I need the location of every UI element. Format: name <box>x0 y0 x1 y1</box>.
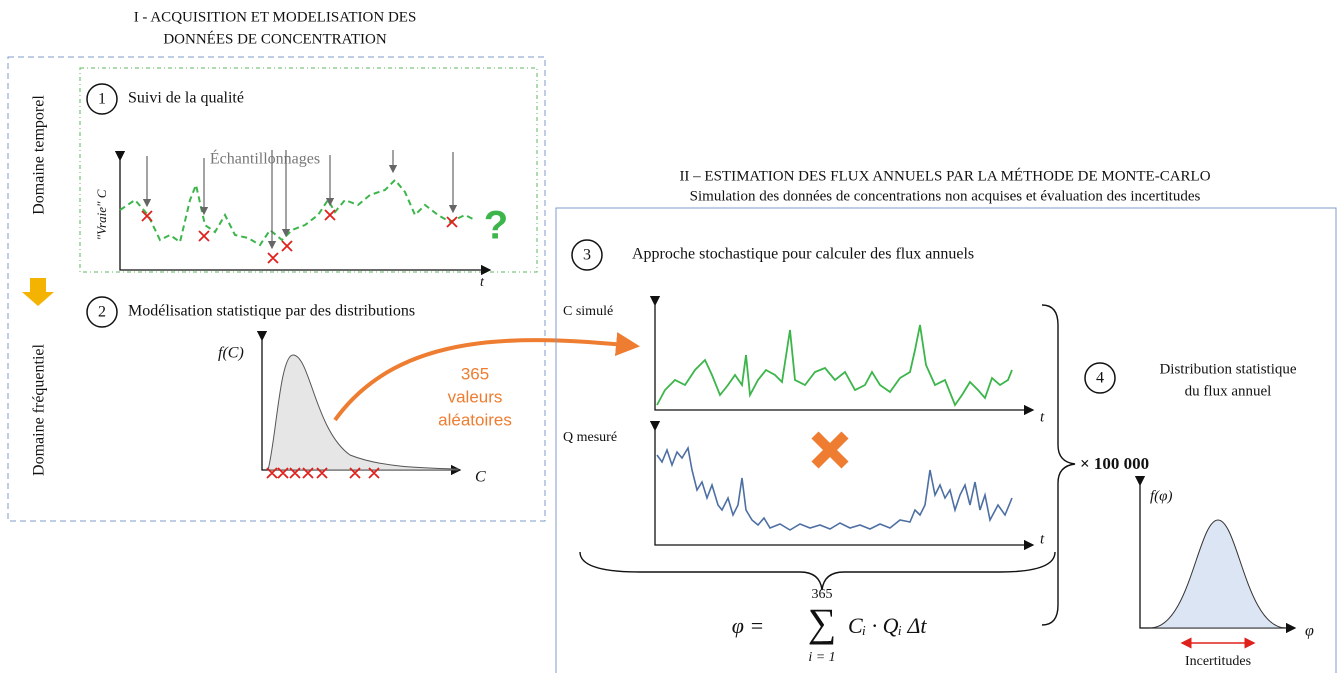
step-number: 4 <box>1096 370 1104 387</box>
step-circle <box>86 296 118 328</box>
uncertainty-label: Incertitudes <box>1185 654 1251 669</box>
axis-label: f(φ) <box>1150 488 1172 504</box>
step-label: du flux annuel <box>1185 383 1272 399</box>
axis-label: Q mesuré <box>563 430 617 445</box>
formula-rhs: Cᵢ · Qᵢ Δt <box>848 613 927 638</box>
step-number: 3 <box>583 247 591 264</box>
step-label: Distribution statistique <box>1159 361 1296 377</box>
random-draws <box>266 467 380 479</box>
random-text: aléatoires <box>438 410 512 429</box>
domain-label: Domaine fréquentiel <box>31 343 48 476</box>
random-text: valeurs <box>448 387 503 406</box>
flux-distribution <box>1149 519 1287 629</box>
true-curve <box>119 178 476 247</box>
axis-label: t <box>1040 409 1045 425</box>
axis-label: t <box>480 275 485 290</box>
axis-label: φ <box>1305 623 1314 640</box>
simulated-c <box>656 324 1013 407</box>
step-label: Approche stochastique pour calculer des … <box>632 246 974 263</box>
orange-arrow <box>333 332 640 422</box>
sampling-label: Échantillonnages <box>210 149 320 168</box>
axes <box>114 150 492 276</box>
section-box <box>555 207 1337 673</box>
section-title: Simulation des données de concentrations… <box>690 188 1201 204</box>
repeat-label: × 100 000 <box>1080 454 1149 473</box>
brace <box>1041 304 1076 626</box>
brace <box>579 551 1056 591</box>
sampling-arrows <box>142 150 458 250</box>
formula-lower: i = 1 <box>808 650 835 665</box>
step-number: 1 <box>98 91 106 108</box>
axis-label: f(C) <box>218 345 244 362</box>
down-arrow <box>22 278 54 306</box>
section-title: I - ACQUISITION ET MODELISATION DES <box>134 9 417 25</box>
axes <box>649 295 1035 416</box>
random-text: 365 <box>461 364 489 383</box>
section-title: DONNÉES DE CONCENTRATION <box>163 30 386 47</box>
random-label: 365 valeurs aléatoires <box>438 364 512 429</box>
axis-label: C simulé <box>563 304 613 319</box>
step-label: Suivi de la qualité <box>128 90 244 107</box>
step-number: 2 <box>98 304 106 321</box>
axis-label: "Vraie" C <box>94 189 109 240</box>
axis-label: C <box>475 469 486 486</box>
domain-label: Domaine temporel <box>31 95 48 215</box>
step-circle <box>1084 362 1116 394</box>
step-circle <box>571 239 603 271</box>
formula-lhs: φ = <box>732 613 765 638</box>
formula-upper: 365 <box>812 587 833 602</box>
sample-marks <box>141 209 458 264</box>
axis-label: t <box>1040 531 1045 547</box>
formula-sum: ∑ <box>808 600 837 645</box>
section-title: II – ESTIMATION DES FLUX ANNUELS PAR LA … <box>679 167 1210 184</box>
step-label: Modélisation statistique par des distrib… <box>128 303 415 320</box>
step-circle <box>86 83 118 115</box>
section-box <box>7 56 546 522</box>
distribution <box>267 354 459 471</box>
question-mark: ? <box>484 204 508 248</box>
axes <box>649 420 1035 551</box>
multiply-sign <box>811 431 849 469</box>
measured-q <box>656 445 1013 531</box>
